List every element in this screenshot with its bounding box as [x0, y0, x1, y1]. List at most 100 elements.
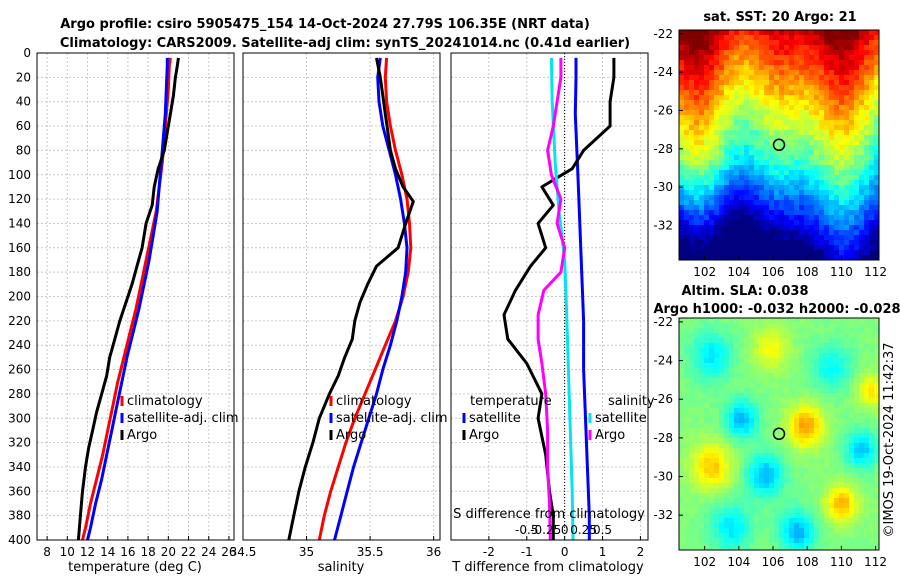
map-cell: [774, 30, 780, 36]
map-cell: [824, 408, 830, 414]
map-cell: [784, 518, 790, 524]
map-cell: [854, 195, 860, 201]
map-cell: [719, 55, 725, 61]
map-cell: [844, 378, 850, 384]
map-cell: [829, 230, 835, 236]
map-cell: [759, 115, 765, 121]
map-cell: [779, 170, 785, 176]
map-cell: [849, 473, 855, 479]
map-cell: [774, 328, 780, 334]
map-cell: [799, 508, 805, 514]
map-cell: [859, 483, 865, 489]
map-cell: [789, 120, 795, 126]
map-cell: [774, 373, 780, 379]
map-cell: [869, 150, 875, 156]
map-cell: [824, 75, 830, 81]
map-cell: [769, 523, 775, 529]
map-cell: [809, 205, 815, 211]
map-cell: [769, 75, 775, 81]
map-cell: [834, 523, 840, 529]
map-cell: [849, 468, 855, 474]
map-cell: [699, 185, 705, 191]
map-cell: [734, 518, 740, 524]
map-cell: [804, 150, 810, 156]
map-cell: [739, 135, 745, 141]
map-cell: [864, 448, 870, 454]
map-cell: [854, 443, 860, 449]
map-cell: [714, 348, 720, 354]
map-cell: [839, 50, 845, 56]
map-cell: [729, 398, 735, 404]
map-cell: [744, 338, 750, 344]
map-cell: [784, 463, 790, 469]
map-cell: [854, 45, 860, 51]
map-cell: [874, 205, 879, 211]
map-cell: [709, 50, 715, 56]
map-cell: [849, 383, 855, 389]
map-cell: [779, 393, 785, 399]
map-cell: [704, 513, 710, 519]
map-cell: [784, 453, 790, 459]
map-cell: [729, 523, 735, 529]
map-cell: [794, 255, 800, 260]
map-cell: [699, 35, 705, 41]
map-cell: [754, 513, 760, 519]
map-cell: [744, 145, 750, 151]
map-cell: [799, 383, 805, 389]
map-cell: [869, 423, 875, 429]
map-cell: [779, 468, 785, 474]
map-cell: [849, 508, 855, 514]
map-cell: [729, 150, 735, 156]
plot-frame: [450, 52, 649, 541]
map-cell: [694, 40, 700, 46]
map-cell: [834, 533, 840, 539]
map-cell: [824, 448, 830, 454]
map-cell: [724, 453, 730, 459]
map-cell: [729, 528, 735, 534]
map-cell: [859, 80, 865, 86]
map-cell: [814, 85, 820, 91]
temperature-panel: 8 10 12 14 16 18 20 22 24 26climatologysatellite-…: [8, 46, 239, 559]
map-cell: [694, 80, 700, 86]
map-cell: [839, 75, 845, 81]
map-cell: [704, 518, 710, 524]
map-cell: [704, 225, 710, 231]
map-cell: [834, 483, 840, 489]
map-cell: [684, 453, 690, 459]
map-cell: [799, 210, 805, 216]
map-cell: [724, 175, 730, 181]
map-cell: [814, 433, 820, 439]
map-cell: [809, 473, 815, 479]
map-cell: [679, 338, 685, 344]
map-cell: [819, 155, 825, 161]
map-cell: [849, 378, 855, 384]
map-cell: [859, 358, 865, 364]
map-cell: [699, 493, 705, 499]
map-cell: [829, 478, 835, 484]
map-cell: [754, 100, 760, 106]
map-cell: [814, 120, 820, 126]
map-cell: [834, 498, 840, 504]
map-cell: [744, 348, 750, 354]
map-cell: [704, 255, 710, 260]
map-cell: [744, 210, 750, 216]
map-cell: [739, 478, 745, 484]
map-cell: [779, 225, 785, 231]
map-cell: [844, 473, 850, 479]
map-cell: [774, 70, 780, 76]
map-cell: [689, 145, 695, 151]
map-cell: [859, 338, 865, 344]
map-cell: [849, 55, 855, 61]
map-cell: [834, 135, 840, 141]
map-cell: [819, 175, 825, 181]
map-cell: [789, 463, 795, 469]
map-cell: [749, 393, 755, 399]
map-cell: [694, 423, 700, 429]
map-cell: [729, 60, 735, 66]
map-cell: [744, 483, 750, 489]
map-cell: [804, 348, 810, 354]
map-cell: [759, 513, 765, 519]
map-cell: [834, 453, 840, 459]
map-cell: [704, 498, 710, 504]
map-cell: [699, 388, 705, 394]
